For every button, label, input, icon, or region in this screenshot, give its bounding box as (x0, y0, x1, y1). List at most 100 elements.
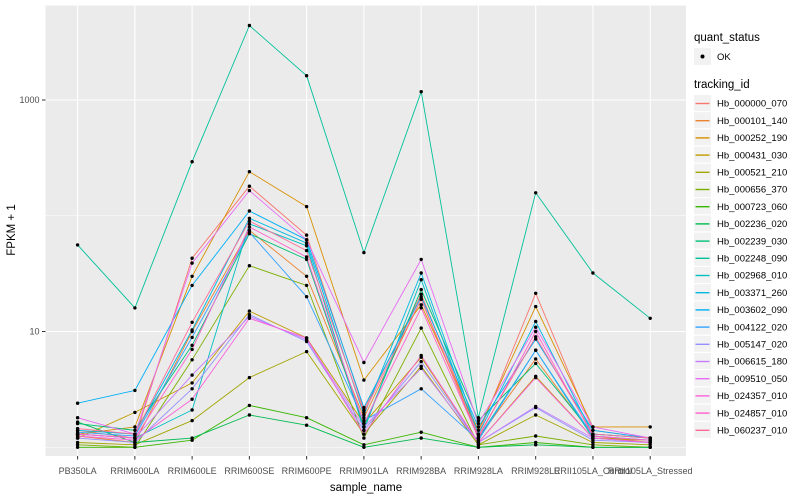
data-point (648, 445, 652, 449)
y-tick-label: 10 (29, 327, 39, 337)
data-point (419, 353, 423, 358)
legend-item-label: Hb_002239_030 (717, 236, 787, 247)
data-point (534, 434, 538, 438)
data-point (648, 425, 652, 429)
data-point (476, 428, 481, 432)
data-point (247, 219, 252, 223)
data-point (75, 445, 80, 449)
data-point (362, 425, 366, 429)
data-point (419, 271, 423, 275)
data-point (133, 436, 137, 440)
data-point (648, 436, 652, 440)
data-point (247, 184, 252, 188)
data-point (190, 418, 194, 423)
legend-item: Hb_003602_090 (694, 301, 787, 318)
data-point (362, 432, 366, 436)
data-point (75, 416, 80, 420)
data-point (419, 436, 423, 440)
legend-item-label: Hb_004122_020 (717, 322, 787, 333)
legend-item-label: Hb_024357_010 (717, 391, 787, 402)
data-point (419, 90, 423, 94)
data-point (304, 241, 309, 245)
data-point (304, 255, 309, 259)
legend-item-label: Hb_002968_010 (717, 271, 787, 282)
data-point (190, 335, 194, 340)
data-point (133, 306, 137, 310)
legend-item: Hb_000101_140 (694, 112, 787, 129)
legend-item: Hb_060237_010 (694, 421, 787, 438)
data-point (190, 381, 194, 385)
data-point (190, 397, 194, 401)
data-point (362, 408, 366, 412)
data-point (419, 257, 423, 262)
data-point (362, 378, 366, 382)
legend-item: Hb_000521_210 (694, 163, 787, 180)
legend-item-label: Hb_006615_180 (717, 357, 787, 368)
data-point (534, 304, 538, 309)
legend-item: Hb_003371_260 (694, 284, 787, 301)
data-point (419, 326, 423, 330)
data-point (247, 216, 252, 220)
legend-item: Hb_024857_010 (694, 404, 787, 421)
legend-item-label: Hb_003602_090 (717, 305, 787, 316)
data-point (75, 432, 80, 436)
data-point (419, 359, 423, 364)
legend-item: Hb_000000_070 (694, 95, 787, 111)
data-point (247, 264, 252, 268)
data-point (247, 170, 252, 174)
data-point (419, 430, 423, 434)
data-point (362, 436, 366, 440)
legend-tracking-id-title: tracking_id (694, 79, 750, 91)
data-point (304, 336, 309, 340)
data-point (362, 410, 366, 415)
data-point (247, 230, 252, 234)
legend-item-label: Hb_000000_070 (717, 99, 787, 110)
x-tick-label: PB350LA (59, 466, 97, 476)
legend-tracking-id-items: Hb_000000_070 Hb_000101_140 Hb_000252_190 H… (694, 95, 787, 438)
data-point (247, 309, 252, 313)
data-point (190, 373, 194, 377)
data-point (75, 243, 80, 247)
legend: quant_status OK tracking_id Hb_000000_07… (694, 32, 787, 438)
legend-item: Hb_024357_010 (694, 387, 787, 404)
legend-item: Hb_000431_030 (694, 146, 787, 163)
data-point (247, 23, 252, 28)
data-point (75, 401, 80, 405)
data-point (133, 410, 137, 415)
legend-item-label: Hb_009510_050 (717, 374, 787, 385)
x-axis-title: sample_name (330, 482, 402, 494)
data-point (362, 405, 366, 410)
data-point (304, 74, 309, 78)
data-point (534, 413, 538, 417)
data-point (534, 335, 538, 339)
legend-item-label: Hb_003371_260 (717, 288, 787, 299)
axes-layer: 10 1000 PB350LA RRIM600LA RRIM600LE RRIM600SE… (19, 95, 692, 476)
series-layer (75, 23, 652, 449)
data-point (362, 418, 366, 423)
x-tick-label: RRIM928BA (396, 466, 446, 476)
data-point (190, 274, 194, 278)
data-point (190, 328, 194, 332)
data-point (534, 329, 538, 334)
data-point (247, 225, 252, 229)
data-point (133, 428, 137, 432)
legend-item-label: Hb_060237_010 (717, 426, 787, 437)
data-point (476, 425, 481, 429)
data-point (133, 445, 137, 449)
data-point (75, 421, 80, 426)
data-point (190, 261, 194, 265)
data-point (190, 320, 194, 324)
data-point (534, 357, 538, 361)
data-point (362, 443, 366, 447)
data-point (190, 358, 194, 362)
data-point (419, 297, 423, 301)
data-point (419, 306, 423, 310)
data-point (534, 375, 538, 380)
data-point (304, 423, 309, 427)
data-point (304, 248, 309, 253)
legend-item: Hb_009510_050 (694, 370, 787, 387)
data-point (534, 191, 538, 195)
data-point (362, 421, 366, 426)
data-point (304, 295, 309, 299)
data-point (419, 387, 423, 391)
